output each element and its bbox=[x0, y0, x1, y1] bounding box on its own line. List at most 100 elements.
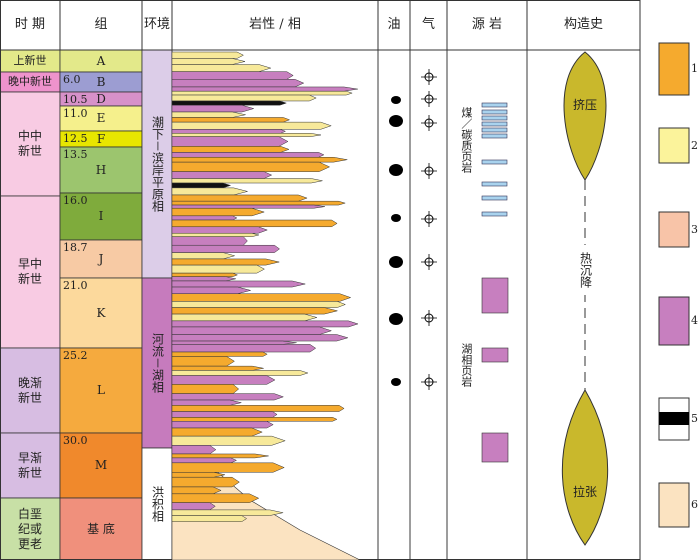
lithology-bed bbox=[171, 351, 268, 357]
lithology-bed bbox=[171, 215, 238, 221]
lithology-bed bbox=[171, 194, 308, 202]
lithology-bed bbox=[171, 280, 306, 288]
formation-label: A bbox=[96, 53, 106, 68]
lithology-bed bbox=[171, 232, 259, 237]
rift-lens bbox=[561, 389, 609, 546]
lithology-bed bbox=[171, 411, 278, 418]
oil-symbol bbox=[391, 96, 401, 104]
formation-age: 21.0 bbox=[63, 279, 88, 292]
lithology-bed bbox=[171, 326, 333, 335]
coal-bar bbox=[481, 133, 508, 139]
lithology-bed bbox=[171, 171, 273, 179]
formation-cell bbox=[59, 105, 143, 132]
gas-cross bbox=[421, 69, 437, 85]
header-cell: 时 期 bbox=[14, 16, 46, 32]
lithology-bed bbox=[171, 133, 322, 137]
gas-cross bbox=[421, 254, 437, 270]
lithology-bed bbox=[171, 90, 353, 96]
lithology-bed bbox=[171, 405, 345, 412]
coal-bar bbox=[481, 211, 508, 217]
lithology-bed bbox=[171, 161, 331, 172]
lithology-bed bbox=[171, 457, 238, 464]
compression-lens bbox=[563, 51, 607, 181]
legend-number: 4 bbox=[691, 314, 698, 328]
lithology-bed bbox=[171, 515, 248, 522]
lithology-bed bbox=[171, 264, 265, 274]
period-label: 中中新世 bbox=[17, 129, 42, 158]
formation-age: 10.5 bbox=[63, 93, 88, 106]
lithology-bed bbox=[171, 129, 287, 134]
lithology-bed bbox=[171, 146, 290, 153]
lithology-bed bbox=[171, 200, 347, 206]
lithology-bed bbox=[171, 476, 240, 488]
coal-bar bbox=[481, 109, 508, 115]
lithology-bed bbox=[171, 293, 352, 302]
formation-age: 12.5 bbox=[63, 132, 88, 145]
lithology-bed bbox=[171, 117, 291, 123]
lithology-bed bbox=[171, 252, 236, 260]
lithology-bed bbox=[171, 313, 318, 322]
environment-label: 河流－湖相 bbox=[150, 332, 165, 393]
lithology-bed bbox=[171, 370, 309, 376]
legend-swatch bbox=[658, 296, 690, 346]
gas-cross bbox=[421, 91, 437, 107]
formation-label: D bbox=[96, 91, 106, 106]
coal-bar bbox=[481, 115, 508, 121]
period-cell bbox=[0, 347, 61, 434]
oil-symbol bbox=[389, 313, 403, 325]
legend-swatch-band bbox=[659, 412, 689, 425]
lithology-bed bbox=[171, 384, 240, 394]
shale-box bbox=[481, 432, 509, 463]
lithology-bed bbox=[171, 79, 305, 88]
lithology-bed bbox=[171, 244, 280, 253]
source-label: 湖相页岩 bbox=[459, 343, 473, 387]
period-cell bbox=[0, 91, 61, 197]
legend-swatch bbox=[658, 42, 690, 96]
lithology-bed bbox=[171, 462, 285, 473]
lithology-bed bbox=[171, 58, 246, 65]
formation-label: H bbox=[95, 162, 107, 177]
formation-label: B bbox=[96, 74, 106, 89]
formation-label: L bbox=[97, 383, 105, 397]
oil-symbol bbox=[389, 256, 403, 268]
lithology-bed bbox=[171, 71, 294, 80]
formation-label: 基 底 bbox=[87, 521, 115, 536]
oil-symbol bbox=[391, 214, 401, 222]
formation-cell bbox=[59, 192, 143, 241]
lithology-bed bbox=[171, 204, 325, 209]
lithology-bed bbox=[171, 182, 232, 189]
coal-bar bbox=[481, 159, 508, 165]
period-label: 晚渐新世 bbox=[17, 375, 42, 405]
environment-label: 潮下－滨岸平原相 bbox=[150, 115, 165, 212]
coal-bar bbox=[481, 127, 508, 133]
formation-age: 13.5 bbox=[63, 148, 88, 161]
shale-box bbox=[481, 277, 509, 314]
lithology-bed bbox=[171, 320, 359, 328]
lithology-bed bbox=[171, 486, 222, 495]
lithology-bed bbox=[171, 226, 268, 234]
lithology-bed bbox=[171, 365, 264, 371]
lithology-bed bbox=[171, 472, 226, 478]
lithology-bed bbox=[171, 207, 266, 217]
formation-age: 16.0 bbox=[63, 194, 88, 207]
lithology-bed bbox=[171, 509, 284, 516]
lithology-bed bbox=[171, 435, 286, 446]
formation-cell bbox=[59, 277, 143, 349]
legend-number: 2 bbox=[691, 138, 698, 152]
lithology-bed bbox=[171, 393, 285, 401]
tectonic-label: 拉张 bbox=[572, 484, 597, 499]
lithology-bed bbox=[171, 301, 347, 308]
formation-cell bbox=[59, 497, 143, 560]
lithology-bed bbox=[171, 286, 251, 294]
lithology-bed bbox=[171, 375, 276, 385]
header-cell: 源 岩 bbox=[471, 16, 503, 32]
oil-symbol bbox=[391, 378, 401, 386]
lithology-bed bbox=[171, 399, 242, 406]
gas-cross bbox=[421, 374, 437, 390]
legend-number: 1 bbox=[691, 62, 698, 76]
header-cell: 组 bbox=[94, 16, 108, 32]
period-label: 上新世 bbox=[13, 54, 47, 68]
formation-age: 25.2 bbox=[63, 349, 88, 362]
